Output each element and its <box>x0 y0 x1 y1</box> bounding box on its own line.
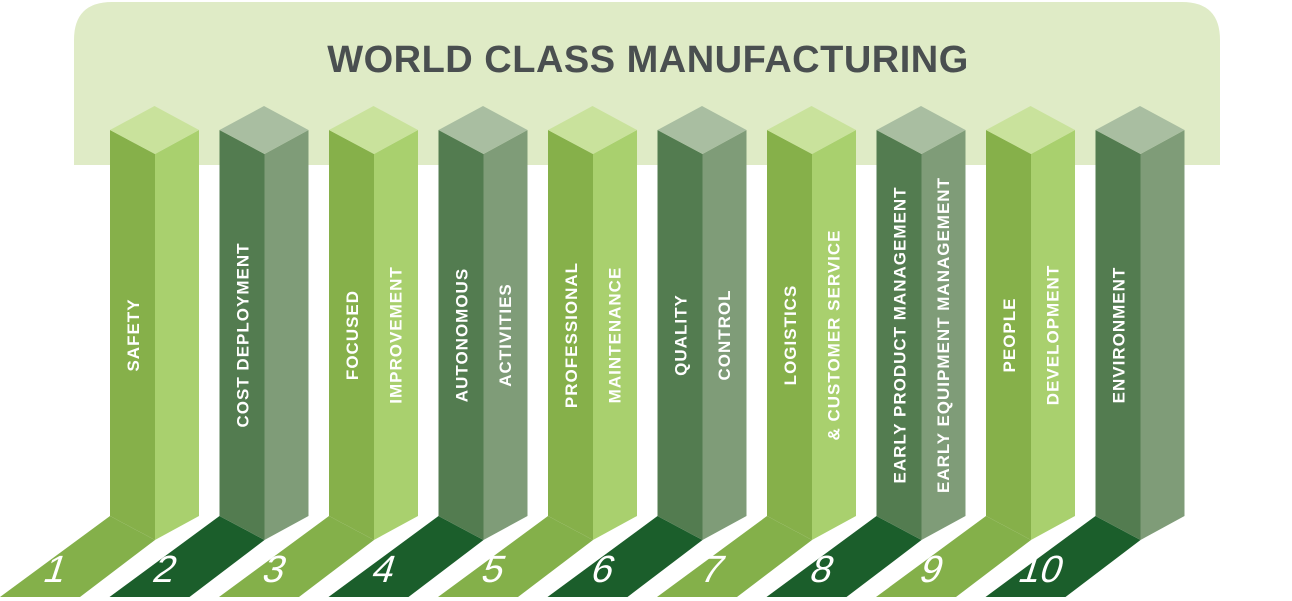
pillar-label: QUALITY <box>672 294 691 376</box>
pillar-label: MAINTENANCE <box>606 267 625 404</box>
pillar-front-face <box>657 130 703 540</box>
pillar-top <box>986 106 1075 154</box>
pillar-base <box>876 516 1031 597</box>
pillar-front-face <box>767 130 812 540</box>
pillar-side-face <box>155 130 199 540</box>
pillar-side-face <box>593 130 637 540</box>
pillar-front-face <box>219 130 265 540</box>
pillar-label: ACTIVITIES <box>496 283 515 387</box>
pillar-base <box>219 516 374 597</box>
diagram-title: WORLD CLASS MANUFACTURING <box>327 39 969 81</box>
pillar-front-face <box>986 130 1031 540</box>
pillar-top <box>548 106 637 154</box>
pillar-label: LOGISTICS <box>781 285 800 386</box>
pillar-top <box>767 106 856 154</box>
pillar-label: AUTONOMOUS <box>453 268 472 402</box>
pillar-front-face <box>876 130 922 540</box>
pillar-front-face <box>548 130 593 540</box>
pillar-base <box>438 516 593 597</box>
pillar-label: PROFESSIONAL <box>562 262 581 408</box>
pillar-top <box>110 106 199 154</box>
pillar-label: PEOPLE <box>1000 298 1019 373</box>
pillar-label: SAFETY <box>124 298 143 371</box>
pillar-front-face <box>329 130 374 540</box>
pillar-side-face <box>1140 130 1185 540</box>
pillar-top <box>657 106 747 154</box>
pillar-label: CONTROL <box>715 289 734 380</box>
pillar-label: EARLY EQUIPMENT MANAGEMENT <box>934 177 953 493</box>
pillar-front-face <box>438 130 484 540</box>
pillar-top <box>219 106 309 154</box>
pillar-top <box>438 106 528 154</box>
pillar-base <box>657 516 812 597</box>
pillar-base <box>766 516 922 597</box>
pillar-side-face <box>921 130 966 540</box>
pillar-side-face <box>812 130 856 540</box>
pillar-label: FOCUSED <box>343 290 362 380</box>
pillar-label: IMPROVEMENT <box>387 266 406 404</box>
pillar-front-face <box>110 130 155 540</box>
pillar-base <box>109 516 265 597</box>
pillar-label: COST DEPLOYMENT <box>234 242 253 427</box>
pillar-side-face <box>374 130 418 540</box>
pillar-side-face <box>1031 130 1075 540</box>
pillar-base <box>985 516 1141 597</box>
pillar-label: DEVELOPMENT <box>1044 265 1063 405</box>
pillar-side-face <box>702 130 747 540</box>
pillar-label: ENVIRONMENT <box>1110 267 1129 404</box>
pillar-base <box>328 516 484 597</box>
pillar-side-face <box>483 130 528 540</box>
pillar-side-face <box>264 130 309 540</box>
pillar-base <box>547 516 703 597</box>
pillar-front-face <box>1095 130 1141 540</box>
pillar-label: & CUSTOMER SERVICE <box>825 229 844 440</box>
pillar-top <box>1095 106 1185 154</box>
pillar-top <box>329 106 418 154</box>
pillar-top <box>876 106 966 154</box>
pillar-base <box>0 516 155 597</box>
pillar-label: EARLY PRODUCT MANAGEMENT <box>891 187 910 484</box>
